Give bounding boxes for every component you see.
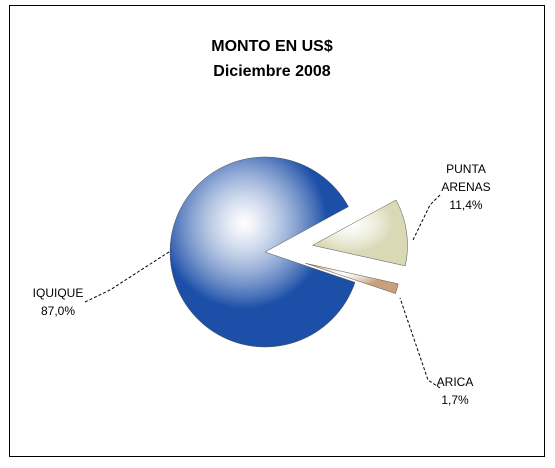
leader-line	[399, 297, 441, 389]
chart-title: MONTO EN US$	[211, 38, 333, 55]
slice-value-label: 87,0%	[41, 304, 75, 318]
slice-label: IQUIQUE	[33, 286, 84, 300]
slice-label: PUNTA ARENAS	[441, 162, 490, 194]
slice-value-label: 1,7%	[441, 393, 469, 407]
leader-line	[84, 249, 173, 303]
slice-value-label: 11,4%	[449, 198, 482, 212]
slice-label: ARICA	[437, 375, 474, 389]
pie-slice	[169, 156, 356, 348]
pie-slice	[305, 263, 399, 294]
leader-line	[412, 194, 441, 241]
chart-subtitle: Diciembre 2008	[213, 63, 331, 80]
pie-slice	[311, 199, 408, 267]
